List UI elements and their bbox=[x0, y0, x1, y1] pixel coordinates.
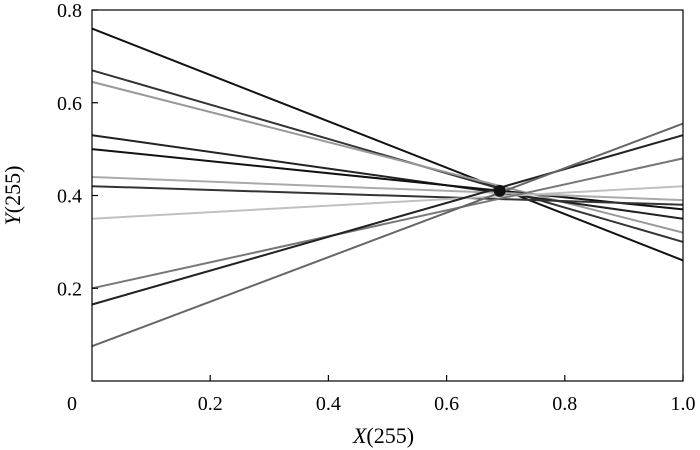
x-tick-label: 0.4 bbox=[316, 393, 341, 415]
series-line-6 bbox=[91, 176, 684, 202]
y-axis-label-arg: (255) bbox=[0, 166, 25, 214]
x-tick-label: 0.2 bbox=[198, 393, 223, 415]
y-axis-label-var: Y bbox=[0, 210, 25, 225]
y-tick-label: 0.8 bbox=[57, 0, 82, 22]
intersection-point bbox=[493, 184, 506, 197]
series-lines bbox=[91, 27, 684, 348]
y-tick-label: 0.2 bbox=[57, 278, 82, 300]
series-line-11 bbox=[91, 122, 684, 348]
x-tick-label: 1.0 bbox=[671, 393, 696, 415]
axis-ticks bbox=[92, 9, 684, 381]
y-tick-label: 0.4 bbox=[57, 186, 82, 208]
series-line-10 bbox=[91, 134, 684, 306]
axis-tick-labels: 0.2 0.4 0.6 0.8 1.0 0.2 0.4 0.6 0.8 bbox=[57, 0, 696, 415]
x-axis-label-var: X bbox=[352, 423, 368, 448]
x-tick-label: 0.8 bbox=[552, 393, 577, 415]
y-tick-label: 0.6 bbox=[57, 93, 82, 115]
series-line-3 bbox=[91, 80, 684, 234]
series-line-8 bbox=[91, 185, 684, 220]
series-line-2 bbox=[91, 69, 684, 243]
series-line-4 bbox=[91, 134, 684, 220]
x-axis-label-arg: (255) bbox=[366, 423, 414, 448]
series-line-5 bbox=[91, 148, 684, 211]
x-tick-label: 0.6 bbox=[434, 393, 459, 415]
series-line-1 bbox=[91, 27, 684, 262]
y-axis-label: Y(255) bbox=[0, 166, 25, 226]
series-line-9 bbox=[91, 157, 684, 290]
series-line-7 bbox=[91, 185, 684, 206]
origin-label: 0 bbox=[67, 393, 77, 415]
x-axis-label: X(255) bbox=[352, 423, 414, 448]
